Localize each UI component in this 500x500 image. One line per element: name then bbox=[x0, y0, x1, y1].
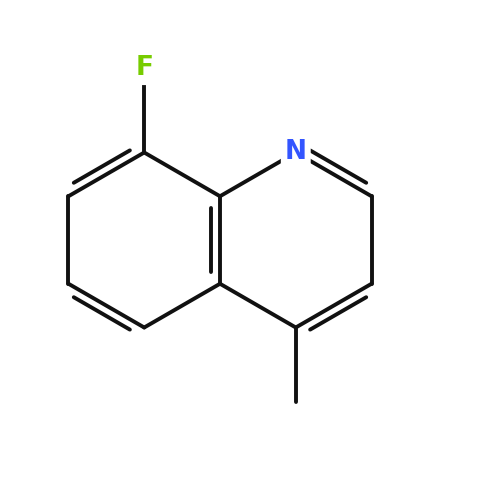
Text: N: N bbox=[285, 140, 307, 166]
Text: F: F bbox=[135, 55, 153, 81]
